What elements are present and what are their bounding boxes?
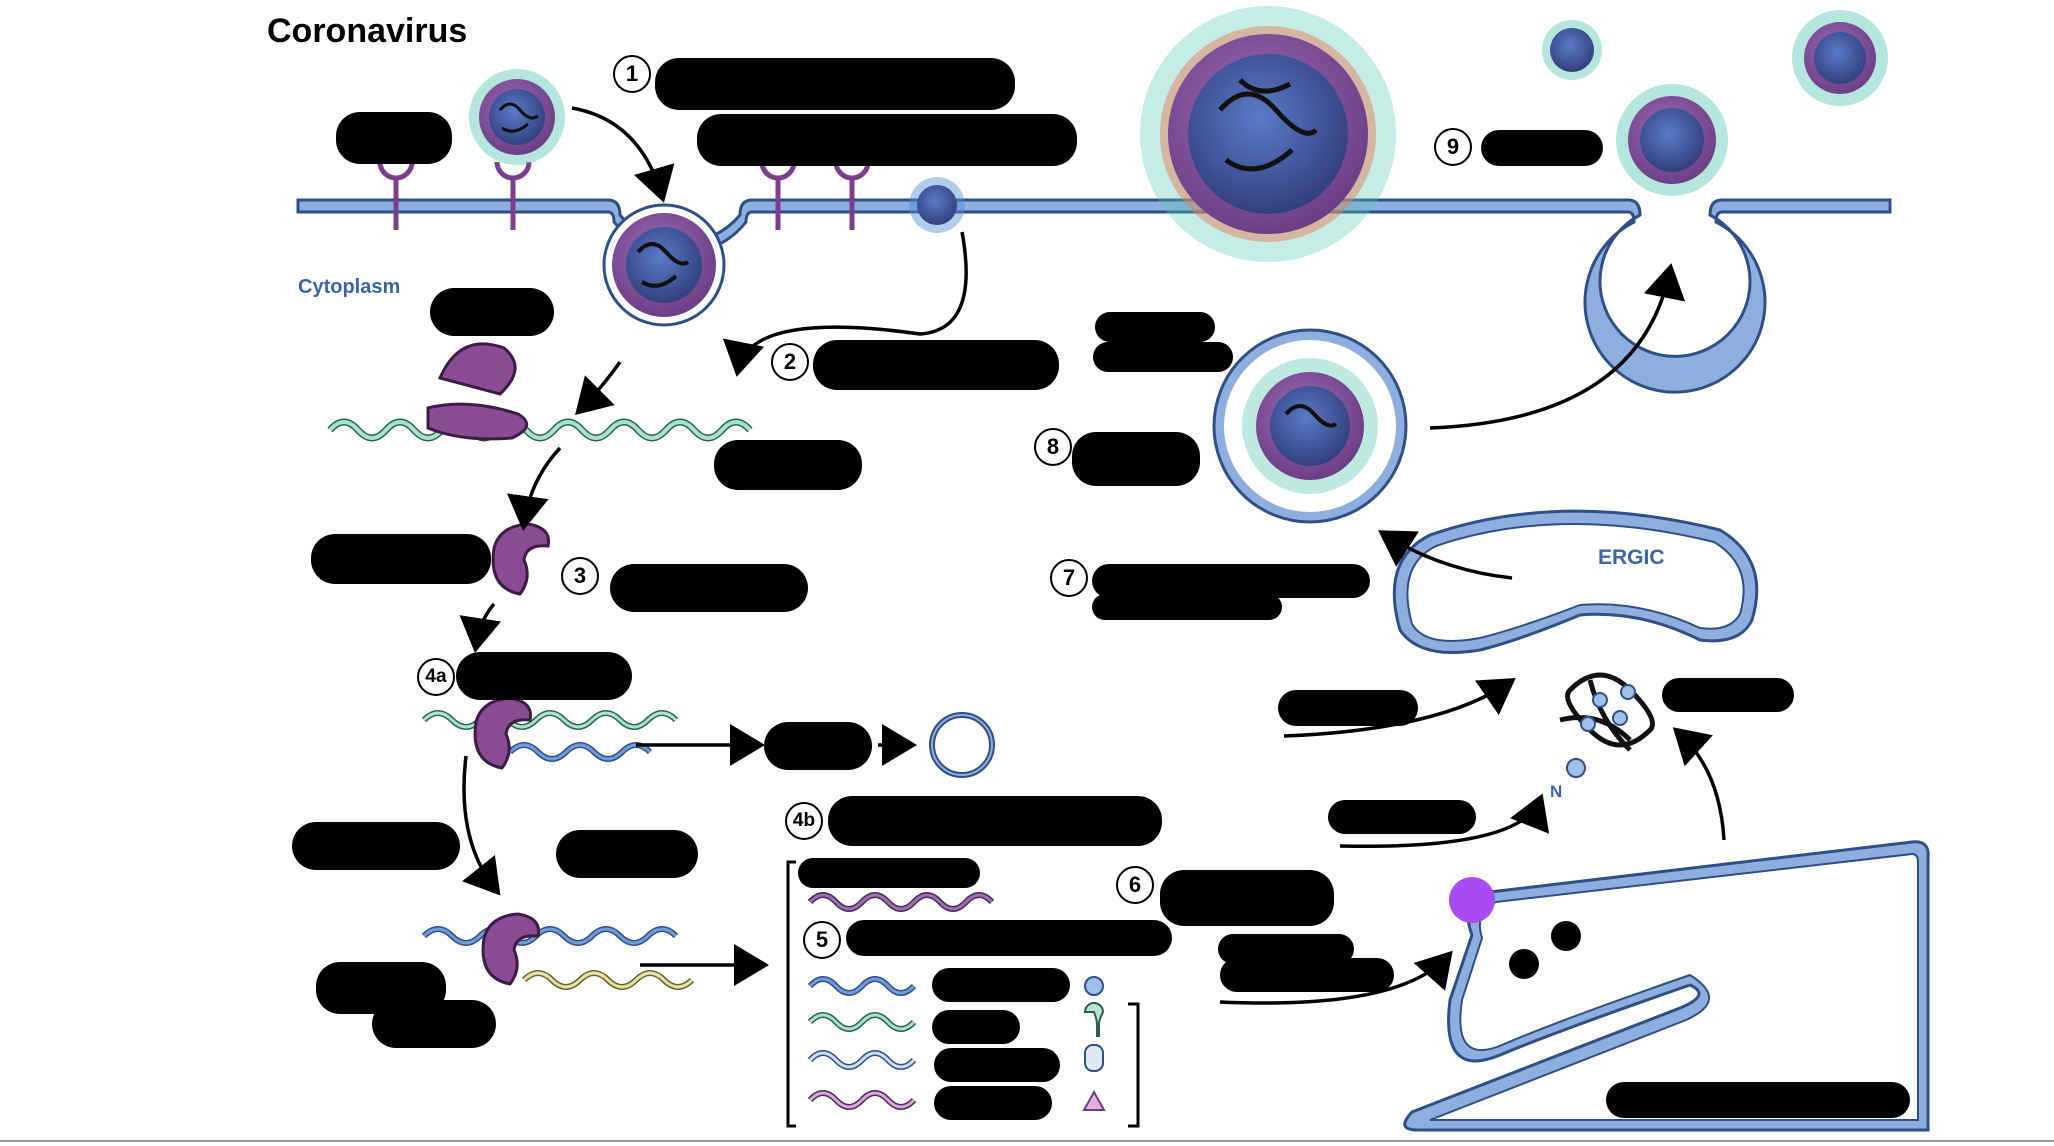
redacted-label-1	[655, 58, 1015, 110]
step-9-marker: 9	[1434, 128, 1472, 166]
redacted-label-17	[1662, 678, 1794, 712]
redacted-label-21	[292, 822, 460, 870]
redacted-label-24	[1160, 870, 1334, 926]
subgenomic-rna-list	[786, 860, 1140, 1128]
redacted-label-9	[714, 440, 862, 490]
step-8-marker: 8	[1034, 428, 1072, 466]
ribosome-translation	[327, 342, 753, 442]
redacted-label-29	[372, 1000, 496, 1048]
redacted-label-23	[798, 858, 980, 888]
endoplasmic-reticulum	[1403, 840, 1930, 1132]
diagram-title: Coronavirus	[267, 12, 468, 50]
redacted-label-19	[828, 796, 1162, 846]
secretory-vesicle-with-virus	[1212, 328, 1408, 524]
replication-complex	[421, 696, 679, 770]
redacted-label-5	[430, 288, 554, 336]
polyprotein-shape	[491, 522, 551, 596]
redacted-label-15	[456, 652, 632, 700]
ace2-receptors	[377, 161, 871, 230]
redacted-label-11	[311, 534, 491, 584]
redacted-label-33	[934, 1086, 1052, 1120]
redacted-label-16	[1278, 690, 1418, 726]
redacted-label-12	[610, 564, 808, 612]
double-membrane-vesicle	[929, 712, 995, 778]
redacted-label-27	[1220, 958, 1394, 992]
redacted-label-30	[932, 968, 1070, 1002]
step-4a-marker: 4a	[417, 658, 455, 696]
redacted-label-31	[932, 1010, 1020, 1044]
step-3-marker: 3	[561, 557, 599, 595]
n-protein-label: N	[1550, 782, 1563, 801]
redacted-label-14	[1092, 594, 1282, 620]
redacted-label-2	[697, 114, 1077, 166]
redacted-label-8	[1093, 342, 1233, 372]
endosome-with-virus	[602, 203, 726, 327]
redacted-label-32	[934, 1048, 1060, 1082]
redacted-label-34	[1606, 1082, 1910, 1118]
er-ribosomes	[1509, 921, 1581, 979]
step-6-marker: 6	[1116, 866, 1154, 904]
step-4b-marker: 4b	[785, 802, 823, 840]
redacted-label-7	[1095, 312, 1215, 342]
nucleocapsid	[1559, 672, 1655, 778]
redacted-label-3	[336, 112, 452, 164]
transcription-complex	[421, 912, 695, 990]
highlight-dot	[1449, 877, 1495, 923]
redacted-label-18	[764, 722, 872, 770]
ergic-compartment	[1392, 509, 1759, 654]
redacted-label-22	[556, 830, 698, 878]
step-2-marker: 2	[771, 343, 809, 381]
virus-particle-released-2	[1792, 10, 1888, 106]
redacted-label-6	[813, 340, 1059, 390]
step-7-marker: 7	[1050, 559, 1088, 597]
virus-particle-attaching	[469, 69, 565, 165]
ergic-label: ERGIC	[1598, 546, 1665, 569]
redacted-label-13	[1092, 564, 1370, 598]
cytoplasm-label: Cytoplasm	[298, 276, 401, 298]
arrows	[459, 106, 1726, 1005]
virus-particle-small	[909, 177, 965, 233]
step-5-marker: 5	[803, 921, 841, 959]
redacted-label-4	[1481, 130, 1603, 166]
redacted-label-25	[846, 920, 1172, 956]
step-1-marker: 1	[613, 55, 651, 93]
virus-particle-budding	[1616, 84, 1728, 196]
redacted-label-20	[1328, 800, 1476, 834]
virus-particle-large	[1140, 6, 1396, 262]
redacted-label-10	[1072, 432, 1200, 486]
bottom-divider	[0, 1140, 2054, 1142]
virus-particle-released-1	[1542, 20, 1602, 80]
